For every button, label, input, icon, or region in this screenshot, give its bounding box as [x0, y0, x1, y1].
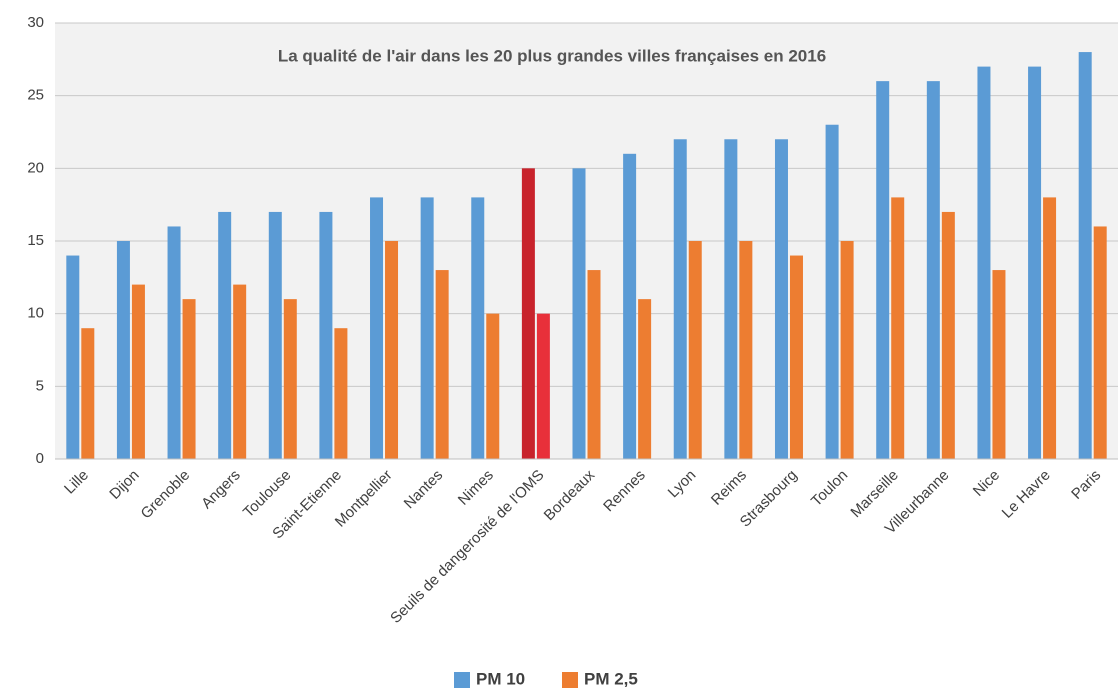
bar [623, 153, 637, 460]
bar [1093, 226, 1107, 459]
y-tick-label: 25 [27, 87, 44, 104]
bar [1078, 52, 1092, 460]
bar [1028, 66, 1042, 459]
x-tick-label: Angers [198, 467, 244, 513]
legend-label: PM 2,5 [584, 669, 638, 688]
bar [385, 241, 399, 459]
bar [233, 284, 247, 459]
bar [81, 328, 95, 459]
bar [840, 241, 854, 459]
bar [486, 313, 500, 459]
bar [66, 255, 80, 459]
bar [435, 270, 449, 459]
y-tick-label: 5 [36, 377, 44, 394]
x-tick-label: Lyon [665, 467, 700, 502]
x-tick-label: Reims [708, 467, 750, 509]
bar [941, 211, 955, 459]
chart-title: La qualité de l'air dans les 20 plus gra… [278, 46, 826, 65]
x-tick-label: Nice [970, 467, 1003, 500]
bar [131, 284, 145, 459]
x-tick-label: Grenoble [138, 467, 194, 523]
bar [116, 241, 130, 459]
bar [319, 211, 333, 459]
y-tick-label: 30 [27, 14, 44, 31]
bar [334, 328, 348, 459]
bar [370, 197, 384, 459]
x-tick-label: Le Havre [999, 467, 1054, 522]
bar [182, 299, 196, 459]
x-tick-label: Nimes [455, 467, 497, 509]
bar [572, 168, 586, 460]
legend-swatch [454, 672, 470, 688]
y-tick-label: 15 [27, 232, 44, 249]
bar [774, 139, 788, 459]
bar [926, 81, 940, 459]
x-tick-label: Lille [61, 467, 92, 498]
legend-swatch [562, 672, 578, 688]
x-tick-label: Dijon [106, 467, 142, 503]
bar [977, 66, 991, 459]
bar [167, 226, 181, 459]
bar [536, 313, 550, 459]
x-tick-label: Bordeaux [541, 466, 599, 524]
bar [283, 299, 297, 459]
bar [992, 270, 1006, 459]
x-tick-label: Rennes [600, 467, 649, 516]
x-tick-label: Paris [1068, 467, 1104, 503]
y-tick-label: 0 [36, 450, 44, 467]
x-tick-label: Nantes [401, 467, 447, 513]
bar [420, 197, 434, 459]
bar [638, 299, 652, 459]
bar [673, 139, 687, 459]
bar [471, 197, 485, 459]
legend-label: PM 10 [476, 669, 525, 688]
bar [825, 124, 839, 459]
bar [891, 197, 905, 459]
bar [268, 211, 282, 459]
bar [739, 241, 753, 459]
bar [587, 270, 601, 459]
bar [521, 168, 535, 460]
y-tick-label: 10 [27, 305, 44, 322]
bar [724, 139, 738, 459]
bar [876, 81, 890, 459]
bar [218, 211, 232, 459]
bar [688, 241, 702, 459]
x-tick-label: Toulon [808, 467, 851, 510]
y-tick-label: 20 [27, 159, 44, 176]
bar [789, 255, 803, 459]
bar [1043, 197, 1057, 459]
